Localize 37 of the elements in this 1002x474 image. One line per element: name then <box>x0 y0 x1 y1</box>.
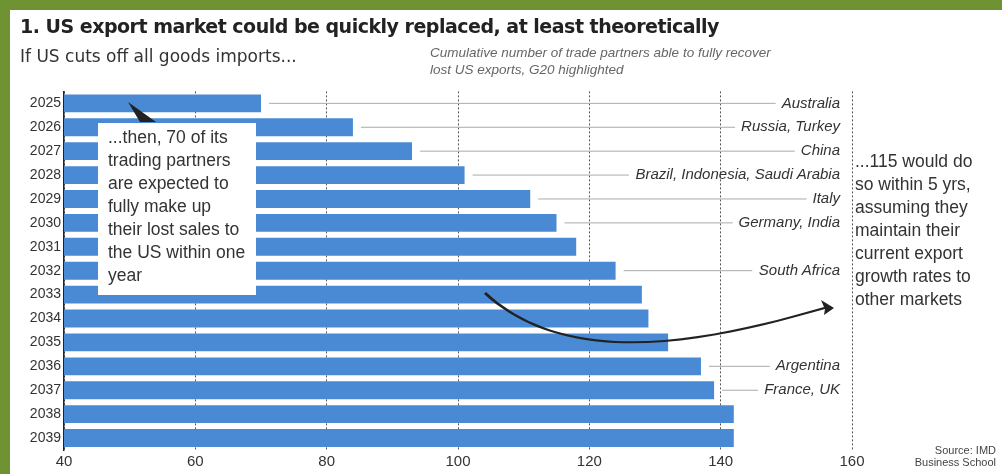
annotation: France, UK <box>764 380 841 398</box>
x-tick-label: 140 <box>708 452 734 470</box>
y-tick-label: 2027 <box>29 142 62 159</box>
annotation: Argentina <box>774 356 840 374</box>
x-tick-label: 40 <box>55 452 73 470</box>
y-tick-label: 2036 <box>29 357 62 374</box>
text: ...115 would do so within 5 yrs, assuming they maintain their current export growth rates to other markets <box>855 150 974 311</box>
annotation: Australia <box>780 93 840 111</box>
y-tick-label: 2030 <box>29 213 62 230</box>
source-note: Source: IMD Business School <box>913 444 996 468</box>
y-tick-label: 2034 <box>29 309 62 326</box>
chart-title: 1. US export market could be quickly replaced, at least theoretically <box>20 15 719 37</box>
x-tick-label: 160 <box>839 452 865 470</box>
y-tick-label: 2039 <box>29 428 62 445</box>
y-tick-label: 2033 <box>29 285 62 302</box>
y-tick-label: 2026 <box>29 118 62 135</box>
y-tick-label: 2029 <box>29 189 62 206</box>
x-tick-label: 120 <box>576 452 602 470</box>
y-tick-label: 2025 <box>29 94 62 111</box>
y-tick-label: 2031 <box>29 237 62 254</box>
annotation: Germany, India <box>738 213 840 231</box>
annotation: Italy <box>812 189 842 207</box>
text: Cumulative number of trade partners able to fully recover lost US exports, G20 highlighted <box>430 44 772 78</box>
x-tick-label: 80 <box>318 452 336 470</box>
annotation: China <box>800 141 840 159</box>
annotation: South Africa <box>758 260 840 278</box>
y-tick-label: 2038 <box>29 405 62 421</box>
y-tick-label: 2037 <box>29 381 62 398</box>
annotation: Brazil, Indonesia, Saudi Arabia <box>635 165 840 183</box>
y-tick-label: 2028 <box>29 165 62 182</box>
x-tick-label: 60 <box>186 452 204 470</box>
annotation: Russia, Turkey <box>741 117 842 135</box>
x-tick-label: 100 <box>445 452 471 470</box>
y-tick-label: 2035 <box>29 333 62 350</box>
annotation: ...then, 70 of its trading partners are expected to fully make up their lost sales to the US within one year <box>98 123 256 295</box>
y-tick-label: 2032 <box>29 261 62 278</box>
chart-subtitle: If US cuts off all goods imports... <box>20 46 297 66</box>
